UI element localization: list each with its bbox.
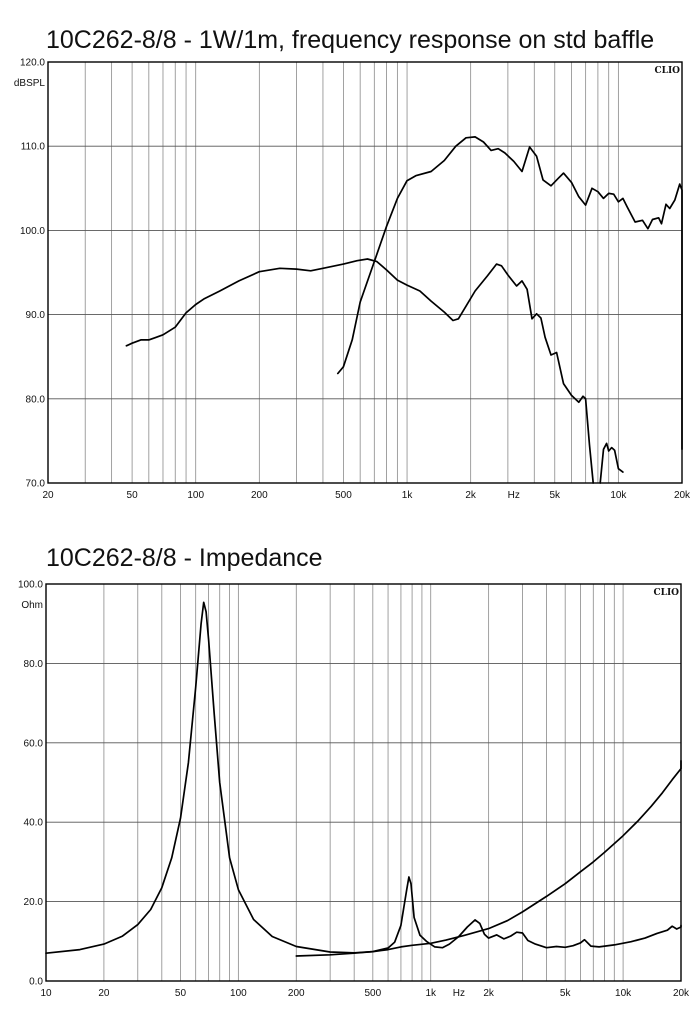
impedance-y-tick-label: 100.0 <box>18 580 43 591</box>
impedance-brand-label: CLIO <box>653 588 679 598</box>
response-x-tick-label: 10k <box>610 490 627 501</box>
impedance-series-line-2 <box>295 759 682 957</box>
impedance-x-tick-label: 10 <box>40 988 52 999</box>
response-y-tick-label: 90.0 <box>26 310 46 321</box>
impedance-x-tick-label: 500 <box>364 988 381 999</box>
response-brand-label: CLIO <box>654 66 680 76</box>
impedance-y-tick-label: 40.0 <box>24 818 44 829</box>
response-y-axis-label: dBSPL <box>14 78 46 89</box>
response-chart-title: 10C262-8/8 - 1W/1m, frequency response o… <box>46 26 655 54</box>
impedance-x-tick-label: 50 <box>175 988 187 999</box>
response-y-tick-label: 120.0 <box>20 58 45 69</box>
impedance-y-tick-label: 0.0 <box>29 977 43 988</box>
impedance-chart-title: 10C262-8/8 - Impedance <box>46 544 323 572</box>
impedance-x-tick-label: 2k <box>483 988 495 999</box>
response-x-tick-label: 500 <box>335 490 352 501</box>
impedance-x-tick-label: 1k <box>425 988 437 999</box>
response-series-line-2 <box>599 442 624 484</box>
impedance-series-line-1 <box>45 601 682 955</box>
impedance-x-tick-label: 200 <box>288 988 305 999</box>
impedance-plot-frame <box>45 583 682 982</box>
response-x-tick-label: 2k <box>465 490 477 501</box>
impedance-x-tick-label: Hz <box>453 988 465 999</box>
response-series-line-3 <box>336 136 683 451</box>
impedance-x-tick-label: 20 <box>98 988 110 999</box>
response-x-tick-label: 20k <box>674 490 691 501</box>
impedance-x-tick-label: 20k <box>673 988 690 999</box>
response-x-tick-label: Hz <box>508 490 520 501</box>
impedance-x-tick-label: 10k <box>615 988 632 999</box>
response-series-line-1 <box>125 258 595 484</box>
response-x-tick-label: 5k <box>549 490 561 501</box>
impedance-y-axis-label: Ohm <box>21 600 43 611</box>
impedance-y-tick-label: 20.0 <box>24 897 44 908</box>
response-x-tick-label: 20 <box>42 490 54 501</box>
response-x-tick-label: 200 <box>251 490 268 501</box>
response-y-tick-label: 80.0 <box>26 394 46 405</box>
response-x-tick-label: 50 <box>127 490 139 501</box>
response-y-tick-label: 70.0 <box>26 479 46 490</box>
response-x-tick-label: 100 <box>187 490 204 501</box>
impedance-x-tick-label: 100 <box>230 988 247 999</box>
impedance-x-tick-label: 5k <box>560 988 572 999</box>
impedance-y-tick-label: 60.0 <box>24 738 44 749</box>
response-y-tick-label: 110.0 <box>21 142 46 153</box>
response-x-tick-label: 1k <box>402 490 414 501</box>
impedance-y-tick-label: 80.0 <box>24 659 44 670</box>
response-y-tick-label: 100.0 <box>20 226 45 237</box>
